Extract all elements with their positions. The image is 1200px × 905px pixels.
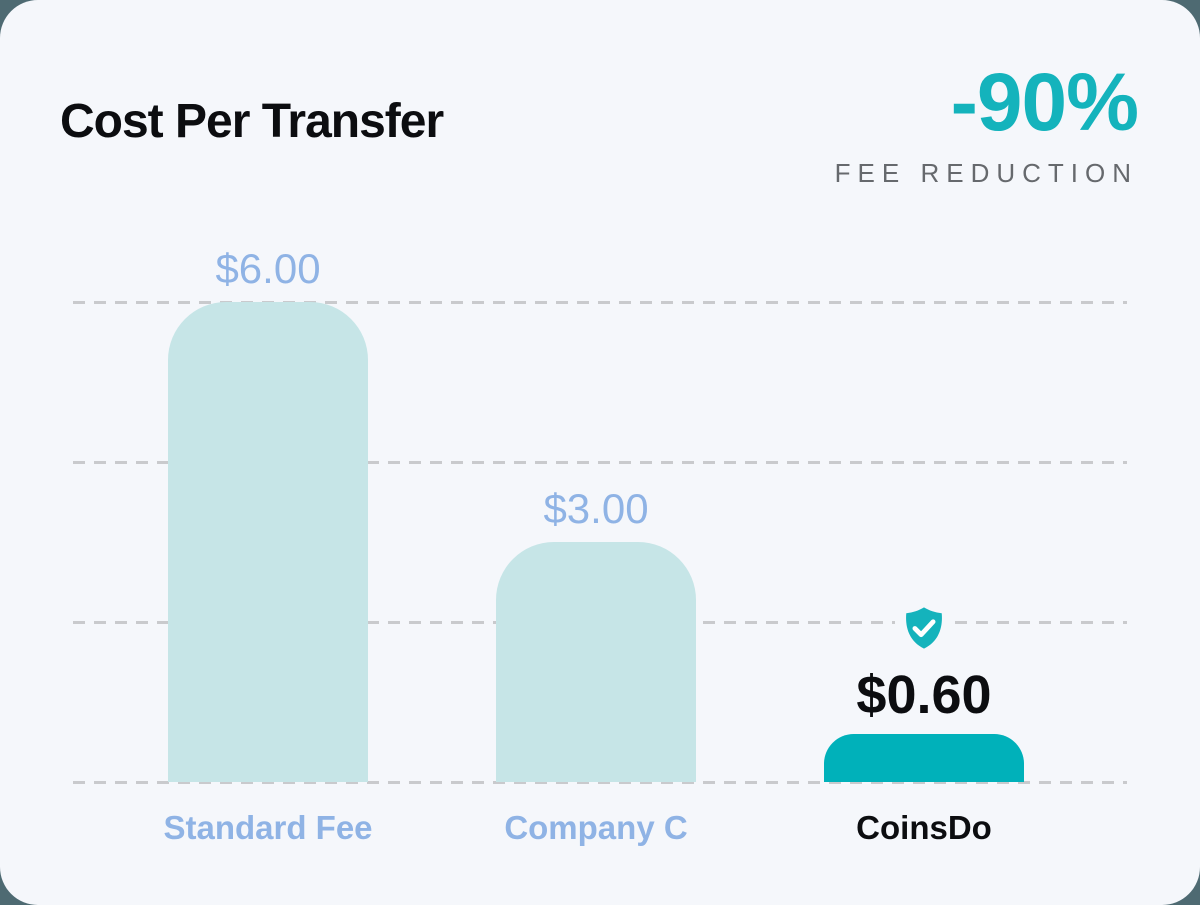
bar-company-c <box>496 542 696 782</box>
page-title: Cost Per Transfer <box>60 95 444 148</box>
stat-value: -90% <box>950 57 1139 148</box>
value-label: $6.00 <box>215 245 321 292</box>
value-label: $3.00 <box>543 485 649 532</box>
bar-coinsdo <box>824 734 1024 782</box>
bar-standard-fee <box>168 302 368 782</box>
bar-group-standard-fee: $6.00 Standard Fee <box>163 248 372 845</box>
gridline <box>73 300 1127 304</box>
bar-group-coinsdo: $0.60 CoinsDo <box>824 302 1024 844</box>
category-label-company-c: Company C <box>504 809 688 846</box>
category-label-standard-fee: Standard Fee <box>163 809 373 846</box>
plot-area: $6.00 Standard Fee $3.00 Company C $0.60… <box>73 248 1127 845</box>
value-label: $0.60 <box>856 665 992 725</box>
bar-group-company-c: $3.00 Company C <box>496 302 696 844</box>
fee-reduction-stat: -90% FEE REDUCTION <box>834 57 1139 189</box>
shield-check-icon <box>895 604 953 652</box>
stat-caption: FEE REDUCTION <box>834 158 1138 188</box>
gridline <box>73 780 1127 784</box>
gridline <box>73 460 1127 464</box>
category-label-coinsdo: CoinsDo <box>856 809 992 846</box>
